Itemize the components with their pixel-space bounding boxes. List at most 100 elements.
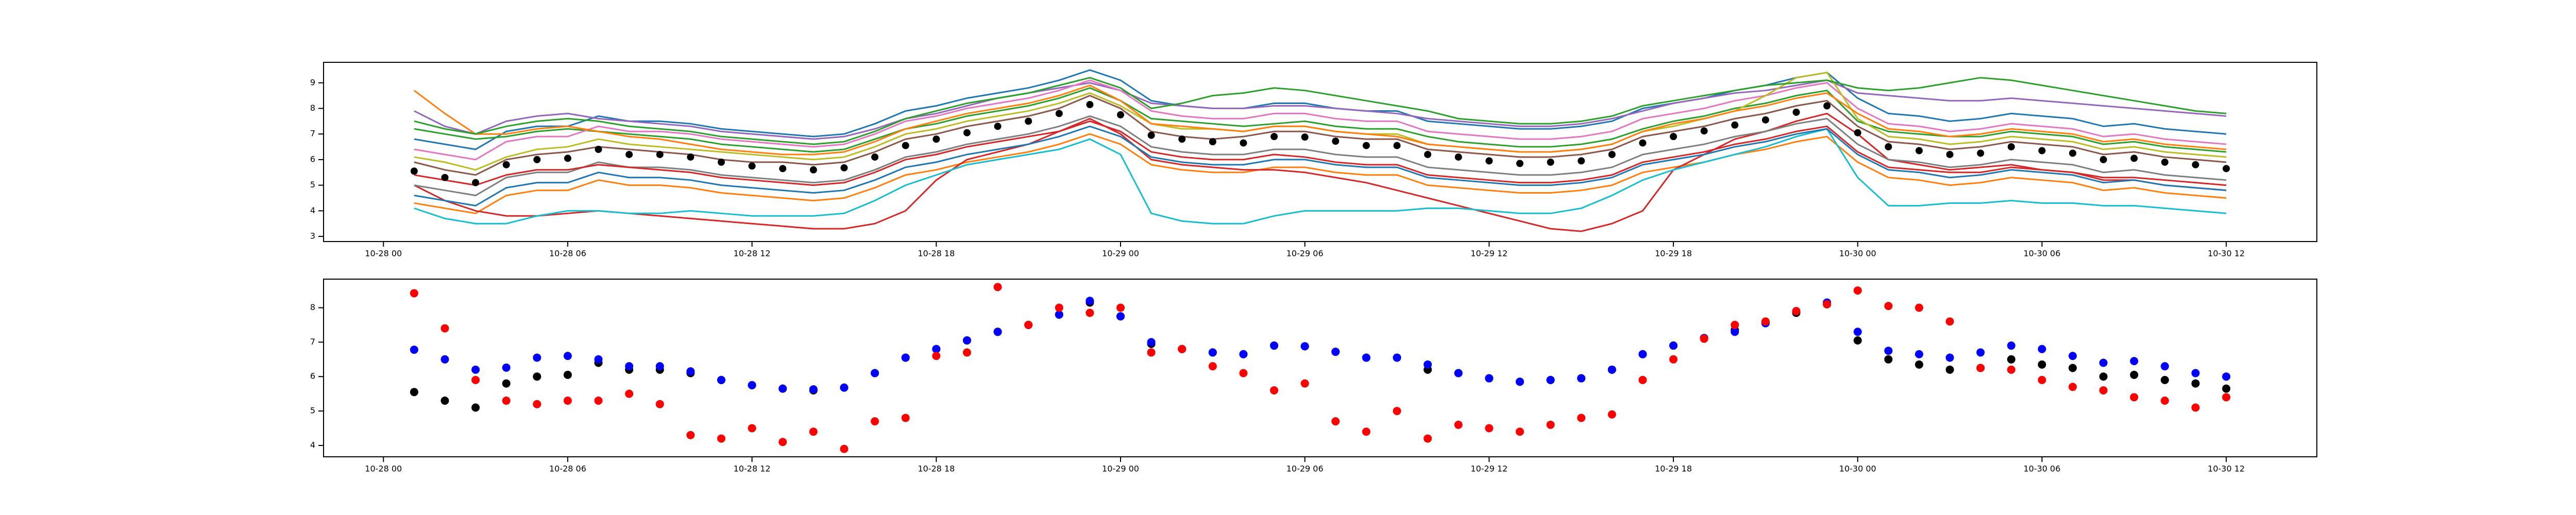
y-tick-label: 3 — [310, 231, 315, 241]
point — [1178, 345, 1187, 353]
point — [1884, 355, 1893, 364]
point — [1300, 342, 1309, 351]
y-tick-label: 5 — [310, 406, 315, 416]
point — [2191, 379, 2200, 388]
point — [1854, 129, 1861, 136]
point — [533, 156, 541, 163]
point — [1393, 353, 1401, 362]
point — [472, 179, 480, 186]
point — [871, 369, 879, 377]
y-tick-label: 7 — [310, 129, 315, 139]
point — [2191, 403, 2200, 412]
point — [1608, 150, 1616, 158]
point — [1885, 143, 1892, 151]
point — [1362, 427, 1370, 436]
point — [1823, 300, 1832, 308]
point — [2069, 383, 2077, 391]
point — [471, 403, 480, 412]
point — [1270, 133, 1278, 141]
y-tick-label: 5 — [310, 180, 315, 190]
y-tick-label: 4 — [310, 205, 315, 215]
point — [2099, 386, 2108, 394]
point — [717, 375, 726, 384]
point — [1607, 410, 1616, 419]
point — [1884, 302, 1893, 311]
point — [1423, 360, 1432, 369]
axes: 4 5 6 7 8 10-28 00 10-28 06 10-28 12 10-28 18 10-… — [310, 279, 2317, 474]
point — [1700, 127, 1708, 135]
series-line — [414, 112, 2227, 232]
point — [1915, 147, 1923, 154]
point — [1639, 139, 1647, 147]
point — [963, 129, 971, 136]
point — [1792, 108, 1800, 116]
point — [901, 353, 910, 362]
x-tick-label: 10-28 12 — [734, 464, 771, 474]
point — [441, 174, 449, 181]
series-line — [414, 115, 2227, 197]
series-line — [414, 95, 2227, 176]
y-tick-label: 8 — [310, 103, 315, 113]
series-line — [414, 79, 2227, 140]
point — [1362, 142, 1370, 149]
point — [1331, 348, 1340, 356]
point — [1823, 102, 1831, 110]
x-tick-label: 10-30 12 — [2208, 249, 2245, 259]
point — [1178, 135, 1186, 143]
point — [410, 289, 418, 298]
point — [2160, 362, 2169, 371]
point — [563, 370, 572, 379]
point — [2069, 364, 2077, 372]
point — [1945, 353, 1954, 362]
series-line — [414, 87, 2227, 153]
point — [410, 167, 418, 175]
point — [1976, 364, 1985, 372]
point — [1454, 369, 1463, 377]
point — [2222, 372, 2231, 381]
point — [994, 123, 1002, 130]
point — [2222, 393, 2231, 402]
y-tick-label: 9 — [310, 77, 315, 87]
series-line — [414, 79, 2227, 161]
point — [1547, 158, 1554, 166]
point — [1914, 350, 1923, 358]
point — [2007, 355, 2015, 364]
x-tick-label: 10-29 12 — [1470, 464, 1507, 474]
point — [2161, 158, 2168, 166]
point — [993, 328, 1002, 336]
point — [2130, 393, 2139, 402]
series-line — [414, 128, 2227, 225]
point — [1393, 407, 1401, 416]
point — [1423, 434, 1432, 443]
point — [1485, 374, 1494, 383]
point — [502, 363, 511, 372]
point — [993, 283, 1002, 291]
point — [563, 397, 572, 405]
point — [1761, 317, 1770, 326]
plot-area — [410, 69, 2230, 232]
point — [1577, 374, 1586, 383]
point — [748, 424, 756, 433]
y-tick-label: 6 — [310, 371, 315, 381]
point — [655, 362, 664, 371]
point — [1485, 424, 1494, 433]
x-tick-label: 10-28 12 — [734, 249, 771, 259]
point — [594, 355, 603, 364]
point — [1914, 360, 1923, 369]
point — [1853, 286, 1862, 295]
point — [1792, 307, 1801, 316]
point — [1086, 101, 1094, 109]
point — [686, 431, 695, 439]
axes-frame — [323, 62, 2317, 242]
x-tick-label: 10-30 00 — [1839, 464, 1876, 474]
point — [1976, 348, 1985, 357]
point — [410, 346, 418, 354]
point — [932, 352, 941, 360]
point — [440, 355, 449, 364]
x-tick-label: 10-28 06 — [549, 249, 586, 259]
point — [1208, 362, 1217, 371]
point — [1055, 303, 1063, 312]
axes: 3 4 5 6 7 8 9 10-28 00 10-28 06 10-28 12 10-28 18 1… — [310, 62, 2317, 259]
point — [1239, 350, 1248, 358]
